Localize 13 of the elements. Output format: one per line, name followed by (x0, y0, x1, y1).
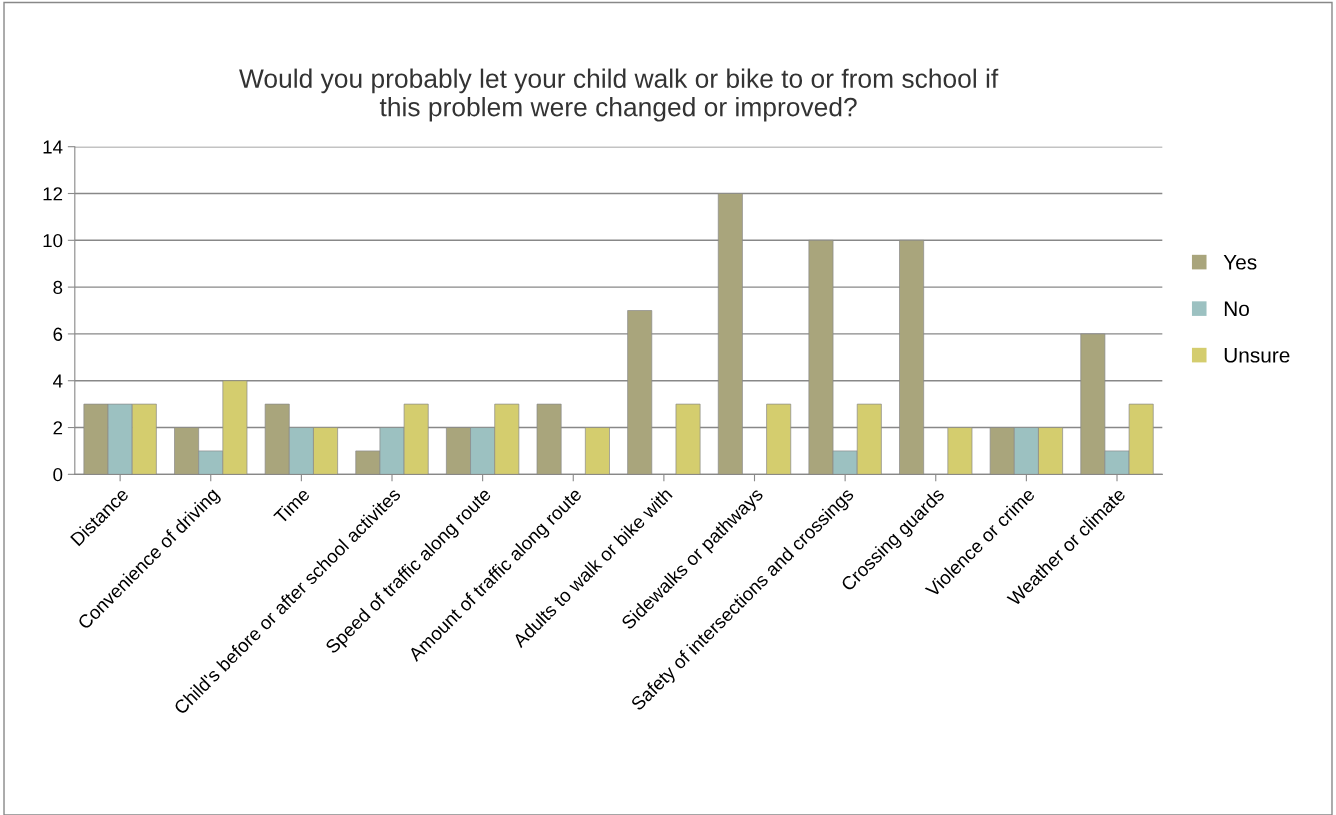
chart-title: Would you probably let your child walk or bike to or from school if this problem were changed or improved? (239, 68, 999, 122)
x-tick-label: Time (272, 486, 311, 525)
y-tick-label: 2 (53, 421, 63, 435)
y-tick-label: 0 (53, 468, 63, 482)
y-tick-label: 8 (53, 280, 63, 295)
y-tick-label: 6 (53, 327, 63, 341)
legend-label: Yes (1223, 255, 1257, 270)
y-tick-label: 10 (43, 234, 63, 248)
y-tick-label: 14 (43, 140, 63, 154)
legend-label: Unsure (1224, 348, 1290, 363)
y-tick-label: 4 (53, 374, 63, 388)
y-tick-label: 12 (43, 187, 63, 201)
legend-label: No (1224, 301, 1249, 317)
